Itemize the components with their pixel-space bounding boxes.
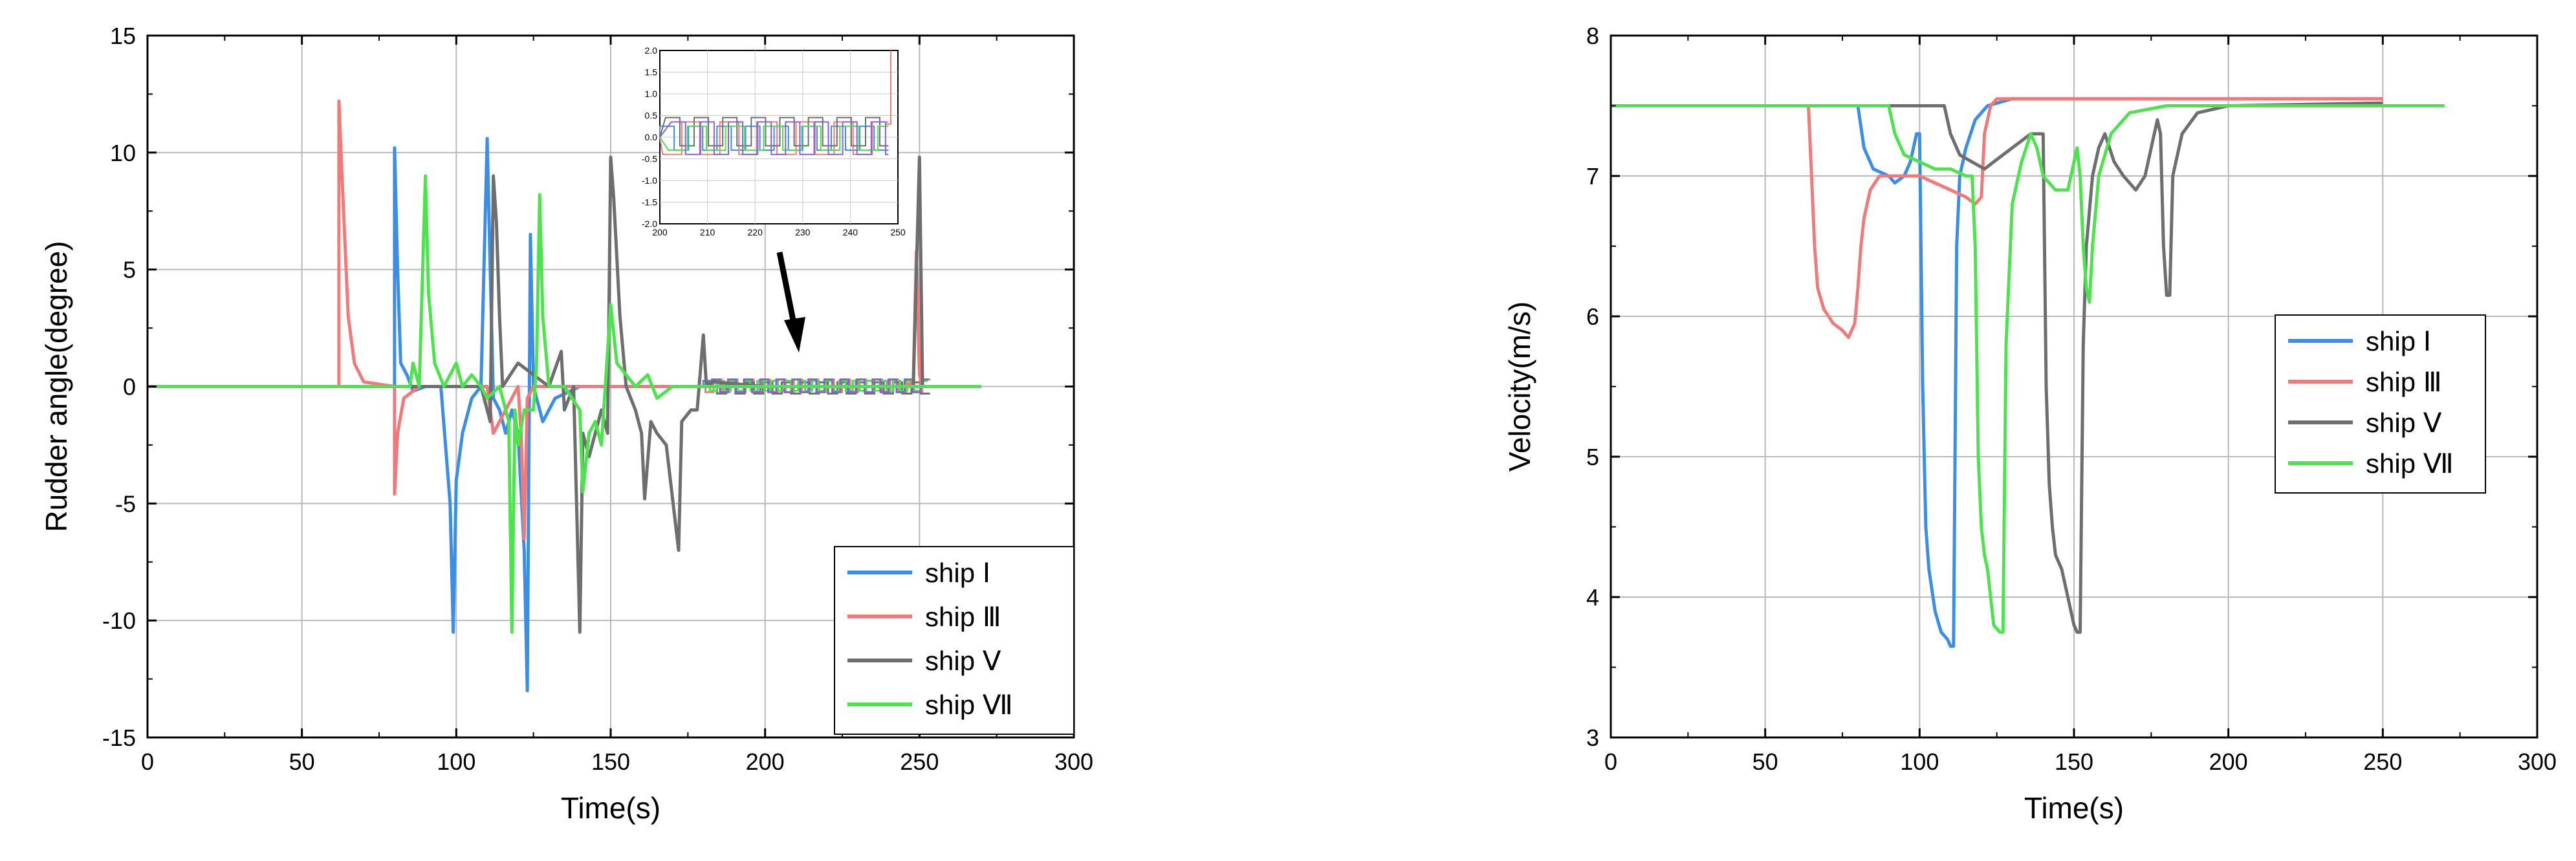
band-line xyxy=(706,381,930,395)
x-tick-label: 250 xyxy=(900,748,939,775)
inset-arrow xyxy=(776,252,805,353)
legend-label: ship Ⅰ xyxy=(2366,326,2431,356)
legend-label: ship Ⅲ xyxy=(925,602,1001,632)
legend-label: ship Ⅶ xyxy=(2366,448,2454,479)
x-tick-label: 300 xyxy=(2518,748,2557,775)
legend-label: ship Ⅶ xyxy=(925,690,1013,720)
x-tick-label: 200 xyxy=(746,748,785,775)
inset-series-line xyxy=(659,116,889,147)
legend-label: ship Ⅴ xyxy=(2366,408,2442,438)
inset-x-tick-label: 210 xyxy=(700,227,715,237)
x-tick-label: 300 xyxy=(1054,748,1093,775)
series-lines xyxy=(147,99,981,693)
series-line-3 xyxy=(147,174,981,634)
inset-y-tick-label: 2.0 xyxy=(645,45,658,56)
y-tick-label: 5 xyxy=(123,257,136,283)
inset-x-tick-label: 250 xyxy=(890,227,906,237)
y-tick-label: 10 xyxy=(110,140,136,166)
inset-zoom-plot: 200 210 220 230 240 250 2.0 1.5 1.0 0.5 0.0 -0.5 -1.… xyxy=(642,45,906,237)
inset-y-tick-label: 0.5 xyxy=(645,111,658,121)
y-axis-ticks: 15 10 5 0 -5 -10 -15 xyxy=(102,23,1074,751)
x-tick-label: 250 xyxy=(2363,748,2402,775)
inset-y-tick-label: 1.0 xyxy=(645,89,658,99)
x-axis-ticks: 0 50 100 150 200 250 300 xyxy=(141,36,1093,775)
series-line-3 xyxy=(1611,104,2445,634)
velocity-chart: 0 50 100 150 200 250 300 8 7 6 5 4 3 Time(s) Veloci… xyxy=(1503,23,2557,825)
series-line-0 xyxy=(1611,97,2383,648)
x-axis-label: Time(s) xyxy=(561,791,660,825)
x-tick-label: 100 xyxy=(1900,748,1939,775)
series-lines xyxy=(1611,97,2445,648)
inset-y-tick-label: -2.0 xyxy=(642,219,657,229)
inset-y-tick-label: -0.5 xyxy=(642,154,657,164)
inset-x-tick-label: 230 xyxy=(795,227,811,237)
y-tick-label: 5 xyxy=(1586,444,1599,470)
series-line-2 xyxy=(1611,101,2383,634)
inset-y-tick-label: -1.0 xyxy=(642,175,657,186)
x-tick-label: 150 xyxy=(591,748,630,775)
inset-y-tick-label: 1.5 xyxy=(645,67,658,78)
y-tick-label: 4 xyxy=(1586,584,1599,611)
x-tick-label: 200 xyxy=(2209,748,2248,775)
inset-series-line xyxy=(659,121,889,155)
x-tick-label: 0 xyxy=(1604,748,1617,775)
inset-y-tick-label: 0.0 xyxy=(645,132,658,142)
inset-series-line xyxy=(659,125,889,151)
x-axis-label: Time(s) xyxy=(2024,791,2124,825)
inset-spike xyxy=(886,50,891,125)
x-tick-label: 50 xyxy=(289,748,315,775)
legend-label: ship Ⅰ xyxy=(925,558,990,588)
arrow-head xyxy=(784,317,805,353)
x-axis-ticks: 0 50 100 150 200 250 300 xyxy=(1604,36,2557,775)
inset-y-tick-label: -1.5 xyxy=(642,197,657,208)
inset-x-tick-label: 220 xyxy=(748,227,763,237)
y-tick-label: 6 xyxy=(1586,303,1599,330)
y-tick-label: 3 xyxy=(1586,725,1599,751)
legend: ship Ⅰ ship Ⅲ ship Ⅴ ship Ⅶ xyxy=(834,546,1075,735)
legend-label: ship Ⅴ xyxy=(925,646,1001,676)
x-tick-label: 50 xyxy=(1752,748,1778,775)
x-tick-label: 100 xyxy=(437,748,475,775)
y-axis-label: Velocity(m/s) xyxy=(1503,301,1536,472)
series-line-1 xyxy=(1611,97,2383,340)
y-tick-label: 7 xyxy=(1586,163,1599,190)
y-tick-label: 8 xyxy=(1586,23,1599,49)
legend: ship Ⅰ ship Ⅲ ship Ⅴ ship Ⅶ xyxy=(2275,314,2486,494)
legend-label: ship Ⅲ xyxy=(2366,367,2442,397)
arrow-shaft xyxy=(776,252,798,327)
band-line xyxy=(711,378,929,393)
y-tick-label: -15 xyxy=(102,725,136,751)
y-axis-label: Rudder angle(degree) xyxy=(39,241,73,532)
y-tick-label: -5 xyxy=(115,490,136,517)
y-tick-label: -10 xyxy=(102,607,136,634)
y-tick-label: 0 xyxy=(123,374,136,400)
x-tick-label: 0 xyxy=(141,748,154,775)
x-tick-label: 150 xyxy=(2055,748,2093,775)
series-line-0 xyxy=(147,136,981,693)
inset-x-tick-label: 240 xyxy=(843,227,858,237)
y-axis-ticks: 8 7 6 5 4 3 xyxy=(1586,23,2537,751)
y-tick-label: 15 xyxy=(110,23,136,49)
inset-x-tick-label: 200 xyxy=(652,227,668,237)
